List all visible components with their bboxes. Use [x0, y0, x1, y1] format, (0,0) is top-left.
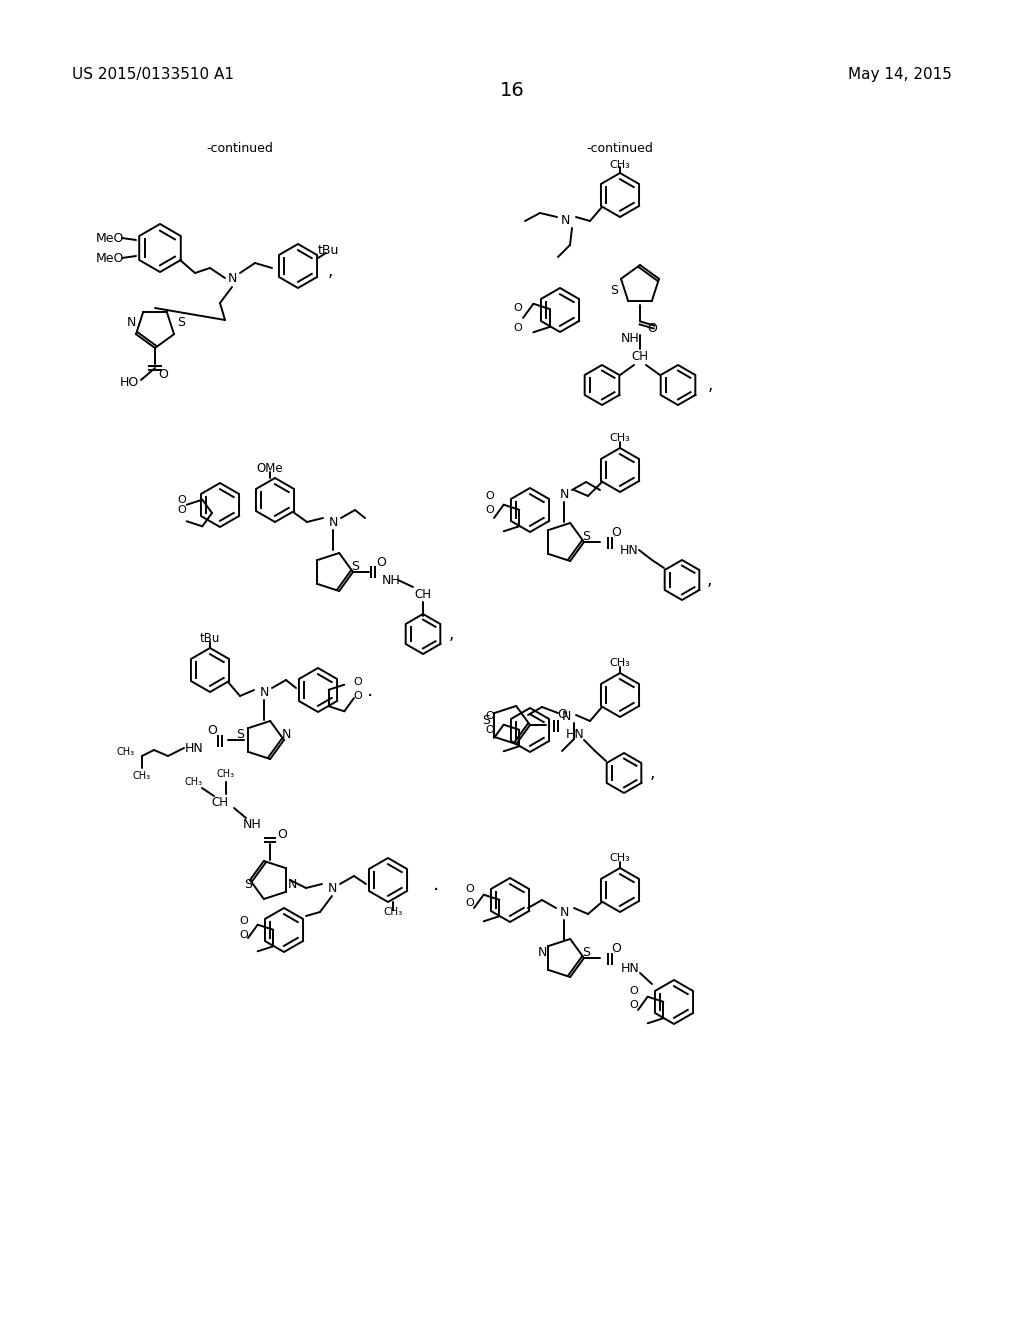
Text: May 14, 2015: May 14, 2015 [848, 67, 952, 82]
Text: O: O [485, 491, 495, 502]
Text: O: O [376, 556, 386, 569]
Text: HN: HN [620, 544, 638, 557]
Text: O: O [611, 941, 621, 954]
Text: N: N [282, 729, 291, 742]
Text: O: O [278, 828, 287, 841]
Text: CH₃: CH₃ [609, 433, 631, 444]
Text: O: O [611, 525, 621, 539]
Text: N: N [538, 946, 547, 960]
Text: S: S [236, 729, 244, 742]
Text: O: O [207, 723, 217, 737]
Text: CH₃: CH₃ [133, 771, 152, 781]
Text: O: O [177, 506, 186, 515]
Text: CH: CH [632, 351, 648, 363]
Text: N: N [561, 710, 570, 723]
Text: CH₃: CH₃ [609, 657, 631, 668]
Text: O: O [557, 709, 567, 722]
Text: tBu: tBu [317, 244, 339, 257]
Text: N: N [559, 906, 568, 919]
Text: N: N [227, 272, 237, 285]
Text: US 2015/0133510 A1: US 2015/0133510 A1 [72, 67, 234, 82]
Text: O: O [158, 367, 168, 380]
Text: MeO: MeO [96, 252, 124, 264]
Text: O: O [240, 931, 249, 940]
Text: NH: NH [382, 573, 400, 586]
Text: O: O [647, 322, 657, 335]
Text: CH₃: CH₃ [217, 770, 236, 779]
Text: N: N [329, 516, 338, 528]
Text: S: S [582, 531, 590, 544]
Text: HO: HO [120, 376, 138, 389]
Text: HN: HN [565, 729, 585, 742]
Text: CH₃: CH₃ [383, 907, 402, 917]
Text: 16: 16 [500, 81, 524, 99]
Text: N: N [559, 487, 568, 500]
Text: CH: CH [415, 587, 431, 601]
Text: CH₃: CH₃ [609, 853, 631, 863]
Text: O: O [353, 690, 362, 701]
Text: OMe: OMe [257, 462, 284, 474]
Text: CH₃: CH₃ [117, 747, 135, 756]
Text: O: O [514, 323, 522, 333]
Text: S: S [244, 879, 252, 891]
Text: CH₃: CH₃ [185, 777, 203, 787]
Text: O: O [177, 495, 186, 506]
Text: MeO: MeO [96, 231, 124, 244]
Text: O: O [466, 884, 474, 894]
Text: N: N [288, 879, 297, 891]
Text: S: S [351, 560, 359, 573]
Text: O: O [485, 725, 495, 735]
Text: CH₃: CH₃ [609, 160, 631, 170]
Text: ,: , [708, 376, 713, 393]
Text: S: S [177, 317, 185, 330]
Text: ,: , [328, 261, 333, 280]
Text: S: S [610, 284, 618, 297]
Text: ,: , [449, 624, 454, 643]
Text: ,: , [649, 764, 654, 781]
Text: N: N [126, 317, 136, 330]
Text: CH: CH [212, 796, 228, 808]
Text: -continued: -continued [587, 141, 653, 154]
Text: -continued: -continued [207, 141, 273, 154]
Text: O: O [353, 677, 362, 686]
Text: O: O [514, 304, 522, 313]
Text: N: N [560, 214, 569, 227]
Text: O: O [240, 916, 249, 927]
Text: O: O [485, 711, 495, 721]
Text: S: S [482, 714, 490, 726]
Text: ,: , [707, 572, 712, 589]
Text: NH: NH [621, 333, 639, 346]
Text: NH: NH [243, 817, 261, 830]
Text: .: . [367, 681, 373, 700]
Text: tBu: tBu [200, 631, 220, 644]
Text: O: O [466, 898, 474, 908]
Text: O: O [630, 986, 638, 997]
Text: O: O [630, 1001, 638, 1010]
Text: N: N [259, 685, 268, 698]
Text: HN: HN [184, 742, 204, 755]
Text: HN: HN [621, 961, 639, 974]
Text: N: N [328, 882, 337, 895]
Text: S: S [582, 946, 590, 960]
Text: O: O [485, 506, 495, 515]
Text: .: . [433, 875, 439, 895]
